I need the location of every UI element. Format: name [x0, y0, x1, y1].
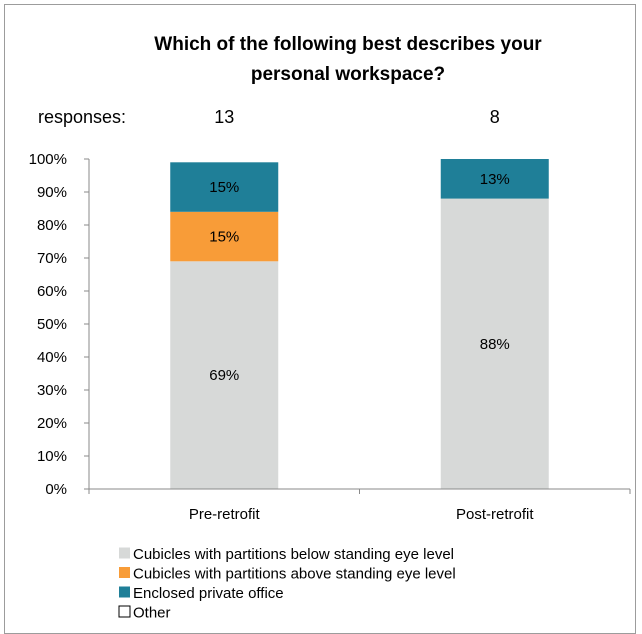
responses-label: responses:	[38, 107, 126, 127]
chart-title-line-1: Which of the following best describes yo…	[154, 34, 542, 55]
legend-swatch	[119, 586, 130, 598]
bar-segment	[170, 261, 279, 489]
y-axis: 0% 10% 20% 30% 40% 50% 60% 70% 80% 90% 100%	[29, 151, 90, 498]
y-tick-label: 20%	[37, 415, 67, 432]
bar-data-label: 13%	[480, 171, 510, 188]
x-axis: Pre-retrofit Post-retrofit	[88, 488, 631, 523]
legend-swatch	[119, 547, 130, 559]
y-tick-label: 10%	[37, 448, 67, 465]
responses-counts: 13 8	[214, 107, 500, 127]
y-tick-label: 30%	[37, 382, 67, 399]
y-tick-label: 0%	[45, 481, 67, 498]
y-tick-label: 50%	[37, 316, 67, 333]
legend-label: Enclosed private office	[133, 585, 284, 602]
y-tick-label: 40%	[37, 349, 67, 366]
legend-swatch	[118, 605, 131, 618]
bar-data-label: 15%	[209, 229, 239, 246]
y-tick-label: 80%	[37, 217, 67, 234]
bar-segment	[170, 211, 279, 262]
chart-title: Which of the following best describes yo…	[154, 34, 542, 85]
x-category-label: Post-retrofit	[456, 506, 534, 523]
legend-label: Cubicles with partitions below standing …	[133, 546, 454, 563]
bar-segment	[170, 162, 279, 212]
legend: Cubicles with partitions below standing …	[118, 546, 456, 622]
bar-segment	[440, 159, 549, 199]
bar-segment	[440, 198, 549, 489]
y-tick-label: 60%	[37, 283, 67, 300]
bars: 69% 15% 15% 88% 13%	[170, 159, 549, 489]
legend-swatch	[119, 567, 130, 578]
y-tick-label: 90%	[37, 184, 67, 201]
x-category-label: Pre-retrofit	[189, 506, 261, 523]
chart-title-line-2: personal workspace?	[251, 64, 445, 85]
bar-data-label: 69%	[209, 367, 239, 384]
responses-count: 13	[214, 107, 234, 127]
legend-label: Cubicles with partitions above standing …	[133, 566, 456, 583]
bar-data-label: 88%	[480, 336, 510, 353]
legend-label: Other	[133, 605, 171, 622]
responses-count: 8	[490, 107, 500, 127]
y-tick-label: 70%	[37, 250, 67, 267]
y-tick-label: 100%	[29, 151, 67, 168]
bar-data-label: 15%	[209, 179, 239, 196]
